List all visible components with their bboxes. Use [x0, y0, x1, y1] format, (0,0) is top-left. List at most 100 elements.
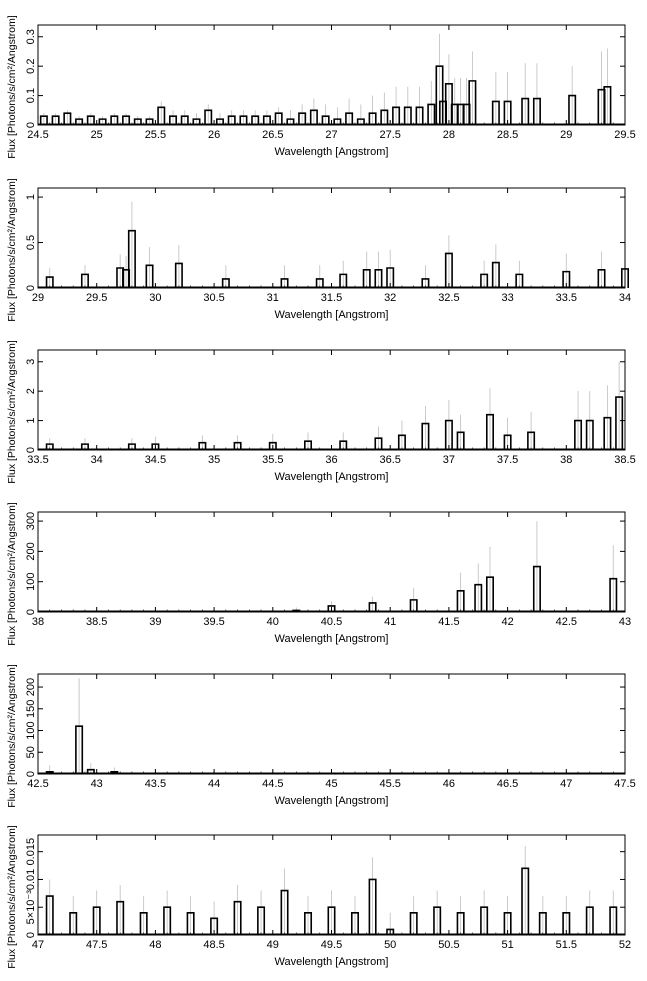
data-bar — [286, 118, 295, 125]
x-tick-label: 47 — [32, 939, 44, 951]
x-tick-label: 43.5 — [145, 778, 166, 790]
y-tick-label: 50 — [25, 746, 37, 758]
data-bar — [474, 583, 483, 612]
x-tick-label: 46 — [443, 778, 455, 790]
x-tick-label: 45 — [325, 778, 337, 790]
x-tick-label: 33.5 — [556, 292, 577, 304]
data-bar — [538, 911, 547, 935]
x-tick-label: 44 — [208, 778, 220, 790]
data-bar — [603, 85, 612, 125]
data-bar — [110, 771, 119, 774]
data-bar — [392, 106, 401, 125]
x-tick-label: 29 — [32, 292, 44, 304]
y-tick-label: 0.015 — [25, 838, 37, 866]
data-bar — [485, 413, 494, 450]
x-axis-label: Wavelength [Angstrom] — [275, 633, 389, 645]
data-bar — [221, 278, 230, 288]
x-tick-label: 51 — [501, 939, 513, 951]
x-tick-label: 39 — [149, 616, 161, 628]
data-bar — [532, 565, 541, 612]
data-bar — [80, 443, 89, 450]
x-axis-label: Wavelength [Angstrom] — [275, 471, 389, 483]
y-tick-label: 0.5 — [25, 235, 37, 250]
y-tick-label: 0 — [25, 771, 37, 777]
plot-frame — [37, 673, 626, 775]
x-tick-label: 36 — [325, 454, 337, 466]
y-axis-label: Flux [Photons/s/cm²/Angstrom] — [6, 502, 18, 646]
y-axis-label: Flux [Photons/s/cm²/Angstrom] — [6, 340, 18, 484]
data-bar — [174, 262, 183, 288]
data-bar — [415, 106, 424, 125]
y-tick-label: 0.3 — [25, 29, 37, 44]
panel-1: 24.5 25 25.5 26 26.5 27 27.5 28 28.5 29 29.5 0 0.1 0.… — [6, 15, 636, 159]
data-bar — [409, 599, 418, 612]
x-tick-label: 41 — [384, 616, 396, 628]
data-bar — [127, 443, 136, 450]
x-axis-label: Wavelength [Angstrom] — [275, 956, 389, 968]
x-tick-label: 27 — [325, 129, 337, 141]
data-bar — [215, 118, 224, 125]
x-tick-label: 52 — [619, 939, 631, 951]
data-bar — [615, 396, 624, 450]
x-tick-label: 30.5 — [203, 292, 224, 304]
data-bar — [133, 118, 142, 125]
data-bar — [374, 269, 383, 288]
data-bar — [562, 270, 571, 288]
x-tick-label: 44.5 — [262, 778, 283, 790]
data-bar — [574, 419, 583, 450]
x-tick-label: 27.5 — [379, 129, 400, 141]
data-bar — [362, 269, 371, 288]
panel-2: 29 29.5 30 30.5 31 31.5 32 32.5 33 33.5 34 0 0.5 1 Wav… — [6, 178, 631, 322]
data-bar — [251, 115, 260, 125]
data-bar — [609, 577, 618, 612]
data-bar — [532, 97, 541, 125]
data-bar — [262, 115, 271, 125]
data-bar — [163, 906, 172, 935]
data-bar — [186, 911, 195, 935]
y-tick-label: 0.2 — [25, 59, 37, 74]
data-bar — [145, 264, 154, 288]
data-bar — [274, 112, 283, 125]
y-tick-label: 0.1 — [25, 88, 37, 103]
data-bar — [585, 906, 594, 935]
data-bar — [503, 100, 512, 125]
data-bar — [597, 269, 606, 288]
x-tick-label: 47.5 — [86, 939, 107, 951]
x-tick-label: 34.5 — [145, 454, 166, 466]
data-bar — [169, 115, 178, 125]
data-bar — [304, 911, 313, 935]
data-bar — [333, 118, 342, 125]
y-tick-label: 1 — [25, 418, 37, 424]
data-bar — [503, 911, 512, 935]
x-tick-label: 40.5 — [321, 616, 342, 628]
x-tick-label: 43 — [619, 616, 631, 628]
data-bar — [309, 109, 318, 125]
data-bar — [421, 278, 430, 288]
x-tick-label: 40 — [267, 616, 279, 628]
data-bar — [192, 118, 201, 125]
x-tick-label: 47 — [560, 778, 572, 790]
x-tick-label: 45.5 — [379, 778, 400, 790]
data-bar — [198, 441, 207, 450]
x-tick-label: 29.5 — [614, 129, 635, 141]
data-bar — [609, 906, 618, 935]
x-tick-label: 34 — [91, 454, 103, 466]
data-bar — [110, 115, 119, 125]
data-bar — [403, 106, 412, 125]
data-bar — [397, 434, 406, 450]
panel-6: 47 47.5 48 48.5 49 49.5 50 50.5 51 51.5 5205×10⁻³0… — [6, 825, 631, 969]
data-bar — [491, 100, 500, 125]
x-tick-label: 43 — [91, 778, 103, 790]
data-bar — [339, 440, 348, 450]
data-bar — [298, 112, 307, 125]
data-bar — [374, 437, 383, 450]
data-bar — [368, 878, 377, 935]
data-bar — [350, 911, 359, 935]
x-tick-label: 37 — [443, 454, 455, 466]
x-tick-label: 30 — [149, 292, 161, 304]
y-tick-label: 100 — [25, 721, 37, 739]
x-tick-label: 28.5 — [497, 129, 518, 141]
x-tick-label: 48 — [149, 939, 161, 951]
y-tick-label: 1 — [25, 194, 37, 200]
